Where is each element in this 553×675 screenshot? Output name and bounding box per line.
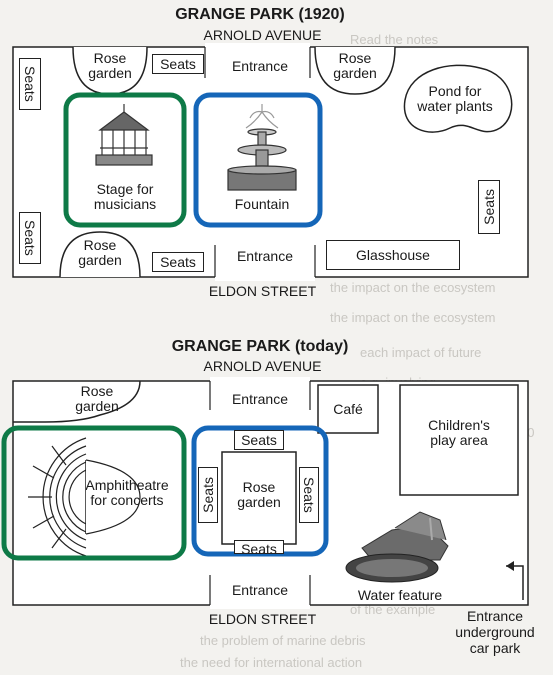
fountain-highlight-frame xyxy=(193,92,323,228)
cafe-label: Café xyxy=(333,401,363,417)
entrance-north-1920-label: Entrance xyxy=(231,58,289,74)
amphitheatre-icon xyxy=(28,437,141,557)
play-area-box xyxy=(399,384,519,496)
car-park-entrance-label: Entrance underground car park xyxy=(455,608,535,657)
street-south-1920: ELDON STREET xyxy=(208,283,317,299)
seats-bottom-today: Seats xyxy=(234,540,284,554)
pond-label: Pond for water plants xyxy=(417,83,493,115)
rose-garden-2-label: Rose garden xyxy=(333,50,377,82)
rose-garden-highlight-frame xyxy=(191,425,329,557)
amphitheatre-label: Amphitheatre for concerts xyxy=(85,477,169,509)
street-north-1920: ARNOLD AVENUE xyxy=(203,27,322,43)
rose-garden-center-label: Rose garden xyxy=(237,479,281,511)
map-title-today: GRANGE PARK (today) xyxy=(171,338,349,355)
rose-garden-corner-shape xyxy=(13,380,141,423)
entrance-south-today-label: Entrance xyxy=(231,582,289,598)
fountain-icon xyxy=(227,104,297,191)
stage-label: Stage for musicians xyxy=(93,181,157,213)
seats-left-today-box: Seats xyxy=(198,467,218,523)
seats-right-today-label: Seats xyxy=(301,477,317,513)
seats-right-box: Seats xyxy=(478,180,500,234)
seats-left-today-label: Seats xyxy=(200,477,216,513)
seats-left-1-label: Seats xyxy=(22,66,38,102)
seats-left-2-box: Seats xyxy=(19,212,41,264)
entrance-gap-south xyxy=(215,273,315,281)
cafe-building xyxy=(317,384,379,434)
street-north-today: ARNOLD AVENUE xyxy=(203,358,322,374)
seats-left-1-box: Seats xyxy=(19,58,41,110)
seats-bottom-1920: Seats xyxy=(152,252,204,272)
entrance-gap-north-today xyxy=(210,377,310,385)
glasshouse-box: Glasshouse xyxy=(326,240,460,270)
entrance-gap-north xyxy=(205,43,310,51)
entrance-north-today-label: Entrance xyxy=(231,391,289,407)
pond-shape xyxy=(403,64,513,133)
water-feature-icon xyxy=(345,511,449,583)
rose-garden-1-label: Rose garden xyxy=(88,50,132,82)
fountain-label: Fountain xyxy=(234,196,290,212)
seats-top-today: Seats xyxy=(234,430,284,450)
rose-garden-square xyxy=(221,451,297,545)
gazebo-icon xyxy=(95,104,153,166)
seats-top-1920: Seats xyxy=(152,54,204,74)
map-title-1920: GRANGE PARK (1920) xyxy=(175,6,345,23)
street-south-today: ELDON STREET xyxy=(208,611,317,627)
rose-garden-3-label: Rose garden xyxy=(78,237,122,269)
amphitheatre-highlight-frame xyxy=(1,425,187,561)
rose-garden-3-shape xyxy=(59,231,141,278)
rose-garden-corner-label: Rose garden xyxy=(75,383,119,415)
seats-right-today-box: Seats xyxy=(299,467,319,523)
water-feature-label: Water feature xyxy=(357,587,443,603)
seats-left-2-label: Seats xyxy=(22,220,38,256)
entrance-gap-south-today xyxy=(210,601,310,609)
play-area-label: Children's play area xyxy=(428,417,490,449)
entrance-south-1920-label: Entrance xyxy=(236,248,294,264)
rose-garden-2-shape xyxy=(314,46,396,95)
stage-highlight-frame xyxy=(63,92,187,228)
seats-right-label: Seats xyxy=(481,189,497,225)
